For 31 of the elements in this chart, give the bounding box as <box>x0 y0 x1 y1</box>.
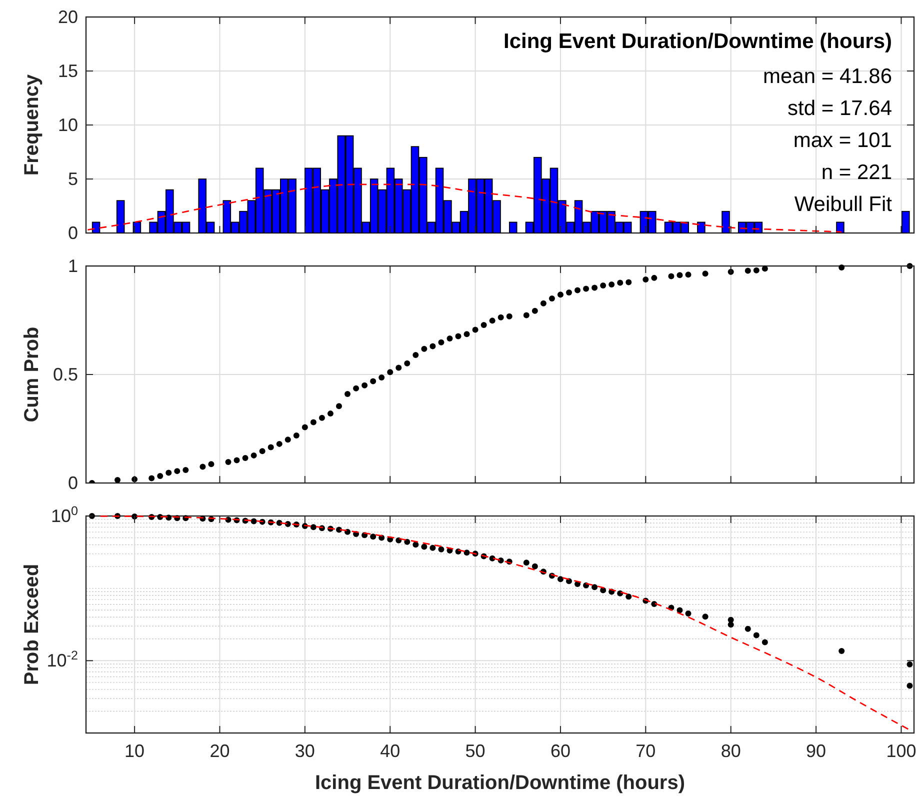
line-series <box>100 515 910 731</box>
annotation: std = 17.64 <box>788 97 892 120</box>
y-tick-label: 10$^{0}$ <box>50 504 78 526</box>
x-tick-label: 80 <box>720 741 741 761</box>
y-tick-label: 10$^{-2}$ <box>46 648 78 671</box>
y-tick-label: 20 <box>58 7 78 27</box>
annotation: n = 221 <box>821 161 892 184</box>
y-tick-label: 0 <box>68 223 78 243</box>
x-tick-label: 40 <box>380 741 400 761</box>
y-axis-title: Frequency <box>21 74 43 176</box>
y-tick-label: 0.5 <box>52 364 78 384</box>
y-tick-label: 1 <box>68 256 78 276</box>
y-tick-label: 5 <box>68 169 78 189</box>
text: Icing Event Duration/Downtime (hours) <box>503 30 892 53</box>
x-tick-label: 100 <box>886 741 916 761</box>
x-tick-label: 90 <box>806 741 826 761</box>
y-tick-label: 0 <box>68 473 78 493</box>
x-tick-label: 70 <box>636 741 656 761</box>
annotation: Weibull Fit <box>794 193 892 216</box>
y-tick-label: 10 <box>58 115 78 135</box>
y-tick-label: 15 <box>58 61 78 81</box>
y-axis-title: Prob Exceed <box>21 564 43 686</box>
x-tick-label: 20 <box>210 741 230 761</box>
x-tick-label: 30 <box>294 741 315 761</box>
annotation: mean = 41.86 <box>762 65 892 88</box>
x-axis-title: Icing Event Duration/Downtime (hours) <box>314 772 686 794</box>
y-axis-title: Cum Prob <box>21 326 43 422</box>
x-tick-label: 50 <box>465 741 486 761</box>
x-tick-label: 10 <box>124 741 145 761</box>
x-tick-label: 60 <box>550 741 570 761</box>
annotation: max = 101 <box>793 129 892 152</box>
